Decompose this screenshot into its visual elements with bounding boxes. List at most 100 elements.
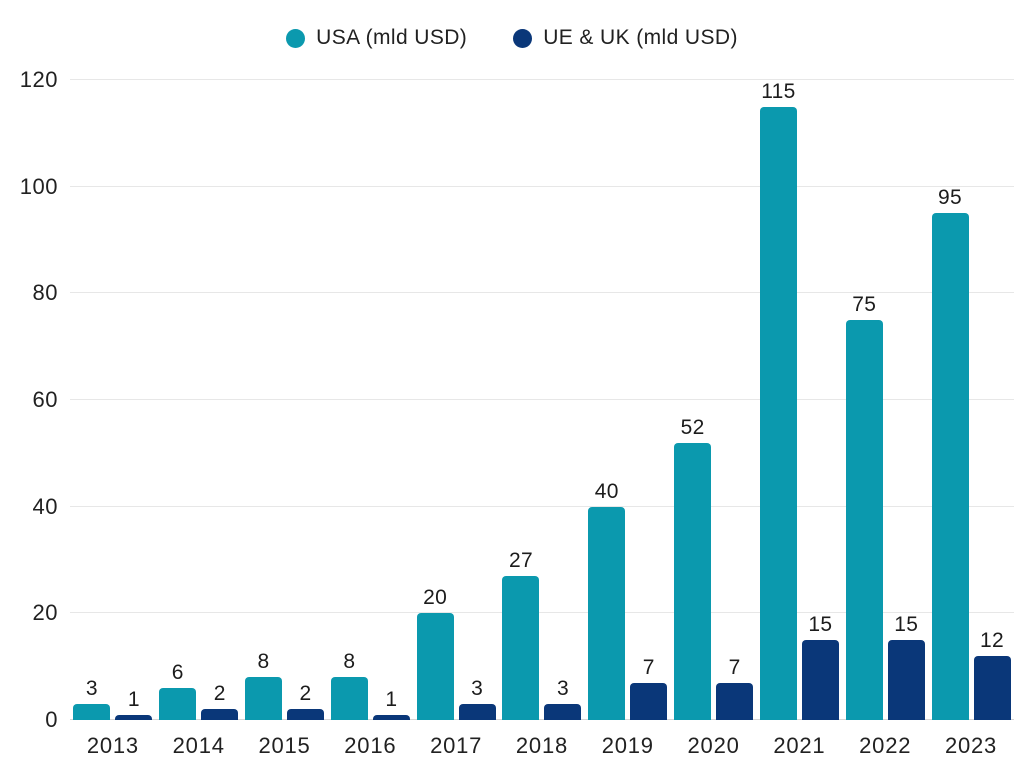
x-axis-label-2019: 2019 [601,733,654,758]
bar-group-2015: 8 2 2015 [242,80,328,757]
x-axis-label-2023: 2023 [944,733,998,758]
bar [115,714,153,720]
bar [502,576,540,720]
bar-groups: 3 1 2013 6 2 2014 8 2 2015 8 1 2016 20 3 2017 27 3 2018 40… [70,79,1014,757]
bar-col-ue-2014: 2 [201,682,239,720]
bar-group-2019: 40 7 2019 [585,80,671,757]
bar-col-usa-2023: 95 [931,186,969,720]
bar-group-2018: 27 3 2018 [499,80,585,757]
bar-value-label: 15 [808,613,833,636]
bar-col-usa-2019: 40 [588,479,626,720]
bar [372,714,410,720]
bar-col-ue-2017: 3 [458,677,496,720]
bar-group-2016: 8 1 2016 [327,80,413,757]
bar-col-usa-2017: 20 [416,586,454,720]
bar [845,320,883,720]
gridline-60 [70,399,1014,400]
x-axis-label-2022: 2022 [859,733,912,758]
bar-col-usa-2013: 3 [73,677,111,720]
y-tick-label-20: 20 [32,600,58,626]
bar-value-label: 3 [85,677,98,700]
ue-uk-legend-label: UE & UK (mld USD) [543,26,738,49]
bar-value-label: 3 [471,677,484,700]
x-axis-label-2020: 2020 [687,733,740,758]
bar [973,656,1011,720]
bar [544,704,582,720]
bar-value-label: 2 [213,682,226,706]
bar-col-ue-2019: 7 [630,655,668,720]
bar-value-label: 20 [423,586,448,610]
x-axis-label-2013: 2013 [86,733,139,758]
bar-group-2023: 95 12 2023 [928,80,1014,757]
bar [330,677,368,720]
bar-col-ue-2018: 3 [544,677,582,720]
y-tick-label-80: 80 [32,280,58,306]
legend: USA (mld USD) UE & UK (mld USD) [0,26,1024,50]
bar-value-label: 7 [728,655,741,679]
bar [716,682,754,720]
y-tick-label-120: 120 [19,67,58,92]
bar [630,682,668,720]
bar [887,640,925,720]
bar-col-usa-2018: 27 [502,549,540,720]
legend-item-usa: USA (mld USD) [286,26,467,50]
bar-value-label: 12 [980,629,1005,652]
bar-value-label: 6 [171,661,184,684]
bar-value-label: 27 [508,549,533,572]
bar-group-2014: 6 2 2014 [156,80,242,757]
bar [931,213,969,720]
bar [416,613,454,720]
gridline-80 [70,292,1014,294]
bar-group-2020: 52 7 2020 [671,80,757,757]
bar-col-ue-2013: 1 [115,689,153,720]
x-axis-label-2015: 2015 [258,733,311,758]
x-axis-label-2018: 2018 [515,733,569,758]
bar-value-label: 7 [642,655,655,679]
bar-value-label: 8 [343,650,356,674]
x-axis-label-2021: 2021 [773,733,826,758]
y-tick-label-100: 100 [19,173,58,199]
x-axis-line [70,719,1014,720]
bar [73,704,111,720]
x-axis-label-2017: 2017 [430,733,483,758]
bar-value-label: 3 [556,677,569,700]
plot-area: 3 1 2013 6 2 2014 8 2 2015 8 1 2016 20 3 2017 27 3 2018 40… [70,79,1014,757]
gridline-120 [70,79,1014,80]
bar [759,106,797,720]
bar-col-ue-2015: 2 [287,683,325,720]
bar-value-label: 40 [594,479,619,503]
x-axis-label-2016: 2016 [344,733,397,758]
bar-col-usa-2016: 8 [330,650,368,720]
bar-value-label: 75 [852,293,877,316]
gridline-20 [70,612,1014,614]
bar [588,506,626,720]
bar [159,688,197,720]
bar-group-2022: 75 15 2022 [842,80,928,757]
bar-col-ue-2021: 15 [801,613,839,720]
bar-col-usa-2014: 6 [159,661,197,720]
bar-value-label: 95 [938,186,963,210]
bar-value-label: 115 [761,79,796,103]
bar-value-label: 1 [385,687,398,711]
y-axis: 0 20 40 60 80 100 120 [0,69,58,731]
usa-legend-label: USA (mld USD) [316,26,468,49]
bar [801,640,839,720]
bar-group-2017: 20 3 2017 [413,80,499,757]
x-axis-label-2014: 2014 [172,733,225,758]
y-tick-label-0: 0 [45,707,58,732]
bar-col-ue-2016: 1 [372,687,410,720]
bar-col-ue-2023: 12 [973,629,1011,720]
gridline-40 [70,505,1014,507]
bar [287,709,325,720]
bar-col-ue-2020: 7 [716,655,754,720]
bar-col-usa-2021: 115 [759,79,797,720]
y-tick-label-40: 40 [32,493,58,519]
bar-value-label: 52 [680,415,705,439]
usa-legend-dot-icon [286,28,306,48]
bar-col-usa-2015: 8 [245,650,283,720]
bar-value-label: 8 [257,650,270,674]
bar [458,704,496,720]
bar-col-usa-2020: 52 [674,415,712,720]
gridline-100 [70,185,1014,187]
